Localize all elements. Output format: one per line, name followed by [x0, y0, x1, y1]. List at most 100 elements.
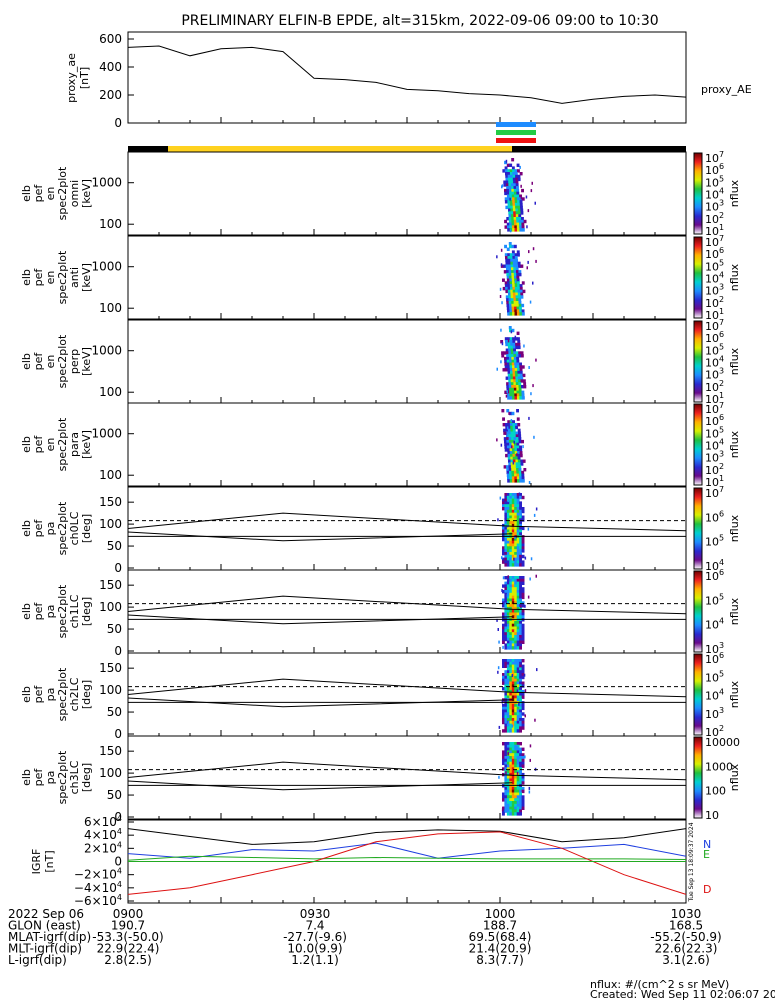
panel-ylabel: spec2plot	[56, 667, 69, 721]
spectrogram-speck	[527, 527, 530, 531]
spectrogram-cell	[519, 692, 522, 697]
spectrogram-cell	[509, 306, 513, 310]
spectrogram-cell	[509, 712, 513, 716]
spectrogram-cell	[514, 795, 518, 799]
table-row-label: L-igrf(dip)	[8, 953, 67, 967]
spectrogram-speck	[506, 426, 509, 430]
spectrogram-cell	[514, 543, 518, 547]
spectrogram-cell	[507, 365, 510, 369]
spectrogram-cell	[516, 592, 520, 597]
spectrogram-cell	[509, 578, 513, 583]
spectrogram-cell	[514, 275, 517, 280]
spectrogram-cell	[509, 646, 513, 650]
spectrogram-cell	[516, 786, 520, 791]
spectrogram-cell	[513, 437, 517, 441]
spectrogram-cell	[515, 214, 519, 218]
spectrogram-speck	[505, 771, 507, 775]
spectrogram-cell	[504, 587, 508, 591]
spectrogram-cell	[519, 706, 522, 711]
spectrogram-speck	[518, 702, 520, 706]
spectrogram-cell	[512, 365, 515, 369]
spectrogram-cell	[505, 342, 509, 347]
spectrogram-speck	[506, 594, 509, 598]
spectrogram-cell	[514, 661, 518, 666]
spectrogram-cell	[502, 368, 506, 372]
spectrogram-cell	[506, 756, 510, 760]
spectrogram-cell	[511, 795, 515, 799]
colorbar-tick-label: 102	[705, 724, 724, 739]
spectrogram-cell	[506, 744, 510, 749]
spectrogram-cell	[514, 578, 518, 583]
spectrogram-cell	[508, 217, 512, 221]
spectrogram-cell	[511, 393, 515, 397]
spectrogram-cell	[506, 778, 510, 782]
spectrogram-cell	[501, 354, 505, 358]
panel-ytick-label: 0	[114, 644, 122, 658]
spectrogram-cell	[516, 595, 520, 600]
spectrogram-cell	[514, 523, 518, 528]
spectrogram-cell	[508, 431, 512, 435]
spectrogram-cell	[519, 637, 522, 642]
table-cell: 21.4(20.9)	[469, 942, 532, 956]
spectrogram-cell	[504, 692, 508, 697]
spectrogram-cell	[521, 798, 525, 802]
spectrogram-cell	[514, 390, 517, 394]
spectrogram-cell	[502, 526, 505, 531]
spectrogram-cell	[516, 750, 520, 754]
spectrogram-cell	[513, 385, 517, 389]
spectrogram-cell	[507, 281, 510, 285]
table-row-label: MLAT-igrf(dip)	[8, 930, 91, 944]
spectrogram-cell	[519, 365, 523, 369]
spectrogram-cell	[518, 462, 521, 466]
spectrogram-cell	[511, 770, 515, 774]
spectrogram-cell	[513, 264, 516, 268]
spectrogram-cell	[511, 712, 515, 716]
legend-bar	[496, 130, 536, 135]
spectrogram-cell	[517, 342, 521, 347]
spectrogram-cell	[510, 370, 513, 375]
spectrogram-cell	[501, 409, 505, 413]
panel-ylabel: spec2plot	[56, 334, 69, 388]
spectrogram-cell	[508, 379, 512, 383]
spectrogram-cell	[521, 635, 525, 639]
spectrogram-cell	[509, 393, 513, 397]
colorbar-tick-label: 103	[705, 283, 724, 298]
spectrogram-cell	[521, 222, 525, 226]
spectrogram-cell	[521, 390, 525, 394]
spectrogram-cell	[518, 303, 522, 308]
spectrogram-cell	[517, 169, 520, 173]
spectrogram-cell	[511, 792, 515, 796]
spectrogram-speck	[511, 445, 513, 449]
spectrogram-cell	[502, 729, 505, 733]
spectrogram-cell	[516, 640, 520, 644]
spectrogram-cell	[509, 726, 513, 730]
spectrogram-cell	[514, 306, 517, 310]
spectrogram-cell	[517, 459, 521, 463]
spectrogram-cell	[511, 543, 515, 547]
spectrogram-cell	[502, 629, 505, 633]
spectrogram-cell	[517, 261, 521, 266]
panel-ylabel: elb	[20, 269, 33, 286]
spectrogram-cell	[518, 437, 522, 441]
spectrogram-cell	[511, 632, 515, 636]
spectrogram-cell	[506, 222, 510, 226]
spectrogram-cell	[514, 626, 518, 630]
spectrogram-cell	[521, 626, 525, 630]
spectrogram-cell	[512, 368, 516, 372]
table-cell: 190.7	[111, 919, 145, 933]
spectrogram-speck	[505, 394, 508, 398]
colorbar-label: nflux	[728, 430, 741, 458]
spectrogram-cell	[506, 163, 510, 167]
spectrogram-cell	[506, 549, 510, 553]
spectrogram-cell	[513, 303, 517, 308]
spectrogram-speck	[524, 556, 527, 560]
spectrogram-cell	[509, 362, 513, 366]
spectrogram-cell	[519, 770, 522, 774]
footer-units: nflux: #/(cm^2 s sr MeV)	[590, 978, 729, 991]
spectrogram-cell	[504, 723, 508, 727]
spectrogram-cell	[502, 681, 505, 685]
spectrogram-cell	[509, 197, 513, 201]
spectrogram-cell	[521, 303, 525, 308]
spectrogram-cell	[512, 456, 516, 461]
